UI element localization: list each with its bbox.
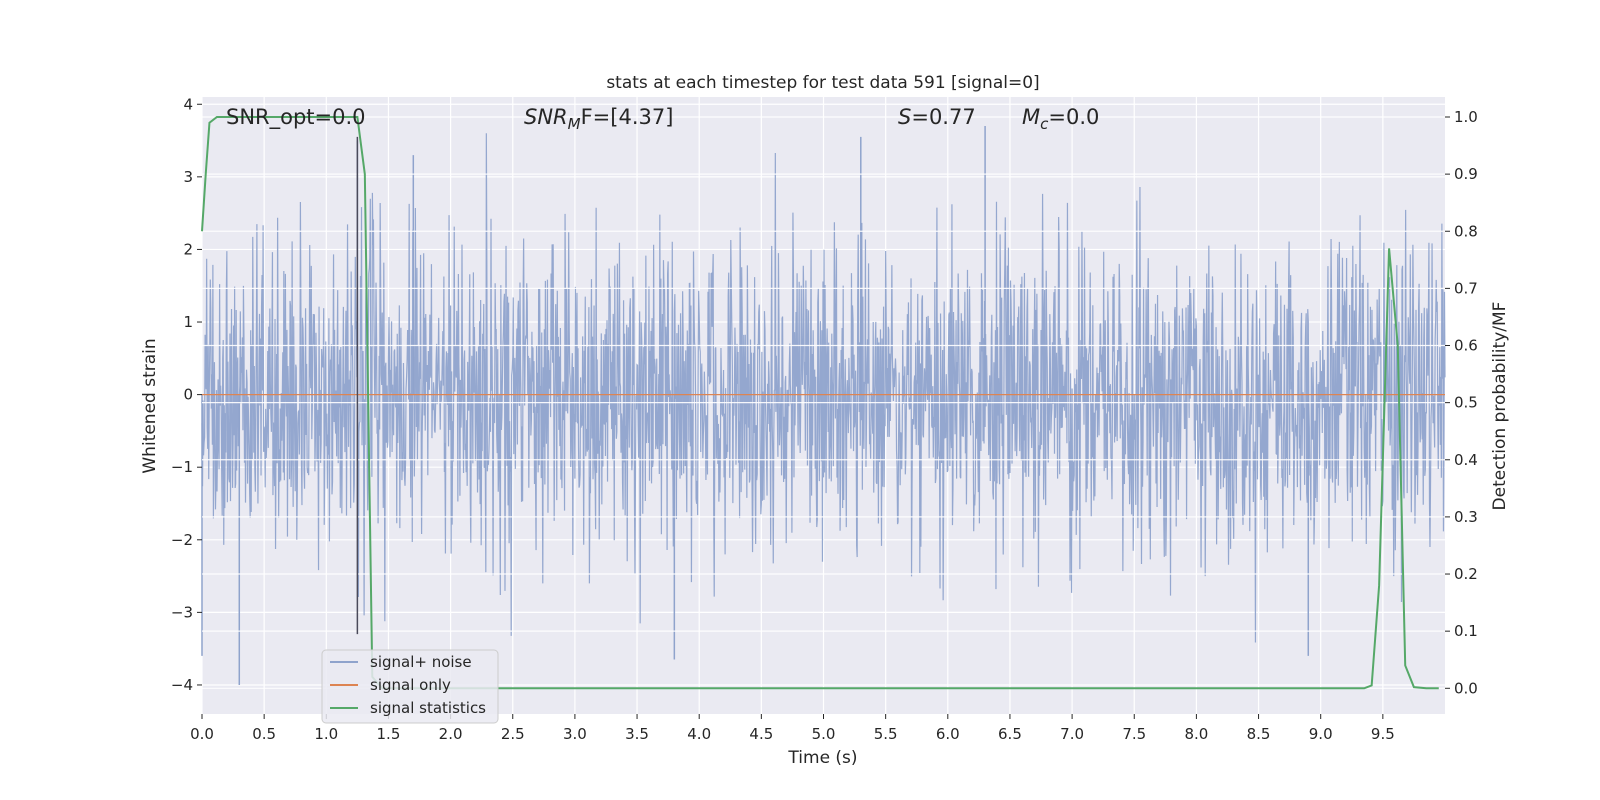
x-tick-label: 4.5 <box>749 725 773 743</box>
y-ticks-right: 0.0 0.1 0.2 0.3 0.4 0.5 0.6 0.7 0.8 0.9 1.0 <box>1445 108 1478 697</box>
x-tick-label: 7.5 <box>1122 725 1146 743</box>
y-tick-label-right: 0.6 <box>1454 337 1478 355</box>
x-axis-label: Time (s) <box>787 748 857 768</box>
annotation-s: S=0.77 <box>898 105 976 129</box>
annotation-mc: Mc=0.0 <box>1022 105 1099 133</box>
legend-box <box>321 649 499 724</box>
x-tick-label: 2.5 <box>501 725 525 743</box>
x-tick-label: 1.5 <box>377 725 401 743</box>
y-tick-label-left: 3 <box>183 168 193 186</box>
x-tick-label: 5.0 <box>812 725 836 743</box>
y-axis-label-left: Whitened strain <box>140 338 160 473</box>
y-tick-label-right: 1.0 <box>1454 108 1478 126</box>
y-tick-label-left: 4 <box>183 95 193 113</box>
x-tick-label: 0.0 <box>190 725 214 743</box>
y-tick-label-right: 0.7 <box>1454 279 1478 297</box>
x-tick-label: 7.0 <box>1060 725 1084 743</box>
y-tick-label-left: 0 <box>183 386 193 404</box>
y-axis-label-right: Detection probability/MF <box>1490 302 1510 511</box>
x-tick-label: 8.0 <box>1184 725 1208 743</box>
y-tick-label-left: −2 <box>171 531 193 549</box>
x-tick-label: 8.5 <box>1247 725 1271 743</box>
y-tick-label-left: −4 <box>171 676 193 694</box>
signal-statistics-line <box>201 116 1439 690</box>
x-tick-label: 9.0 <box>1309 725 1333 743</box>
y-tick-label-left: −3 <box>171 603 193 621</box>
y-tick-label-right: 0.4 <box>1454 451 1478 469</box>
y-ticks-left: −4 −3 −2 −1 0 1 2 3 4 <box>171 95 202 694</box>
chart-title: stats at each timestep for test data 591… <box>606 73 1039 93</box>
x-ticks: 0.0 0.5 1.0 1.5 2.0 2.5 3.0 3.5 4.0 4.5 5.0 5.5 6.0 6… <box>190 714 1395 743</box>
x-tick-label: 1.0 <box>314 725 338 743</box>
y-tick-label-right: 0.9 <box>1454 165 1478 183</box>
x-tick-label: 3.0 <box>563 725 587 743</box>
y-tick-label-left: 1 <box>183 313 193 331</box>
y-tick-label-right: 0.8 <box>1454 222 1478 240</box>
x-tick-label: 6.0 <box>936 725 960 743</box>
y-tick-label-left: −1 <box>171 458 193 476</box>
legend-label-stats: signal statistics <box>370 699 486 717</box>
y-tick-label-right: 0.0 <box>1454 679 1478 697</box>
y-tick-label-right: 0.2 <box>1454 565 1478 583</box>
signal-plus-noise-series <box>201 126 1446 685</box>
x-tick-label: 3.5 <box>625 725 649 743</box>
x-tick-label: 6.5 <box>998 725 1022 743</box>
annotation-snr-opt: SNR_opt=0.0 <box>226 105 366 130</box>
legend: signal+ noise signal only signal statist… <box>321 649 499 724</box>
legend-label-signal: signal only <box>370 676 451 694</box>
annotation-snr-mf: SNRMF=[4.37] <box>524 105 673 133</box>
signal-plus-noise-trace <box>201 133 1446 643</box>
legend-label-noise: signal+ noise <box>370 653 472 671</box>
x-tick-label: 5.5 <box>874 725 898 743</box>
x-tick-label: 4.0 <box>687 725 711 743</box>
x-tick-label: 9.5 <box>1371 725 1395 743</box>
y-tick-label-left: 2 <box>183 240 193 258</box>
y-tick-label-right: 0.5 <box>1454 394 1478 412</box>
x-tick-label: 0.5 <box>252 725 276 743</box>
y-tick-label-right: 0.1 <box>1454 622 1478 640</box>
x-tick-label: 2.0 <box>439 725 463 743</box>
y-tick-label-right: 0.3 <box>1454 508 1478 526</box>
